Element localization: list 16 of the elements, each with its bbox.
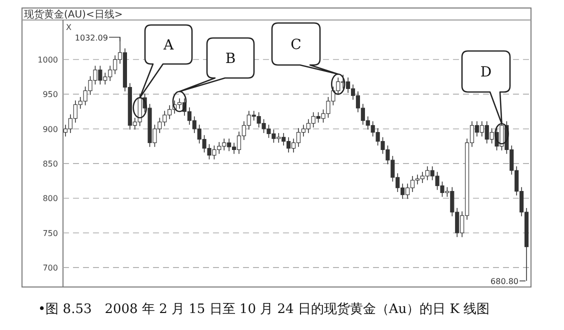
y-tick-label: 750 xyxy=(42,228,58,238)
y-axis-title: X xyxy=(66,23,72,32)
text: •图 8.53 2008 年 2 月 15 日至 10 月 24 日的现货黄金（Au）的日 K 线图 xyxy=(38,302,490,317)
y-tick-label: 950 xyxy=(42,90,58,100)
annotation: C xyxy=(290,37,302,53)
y-tick-label: 700 xyxy=(42,264,58,273)
y-tick-label: 850 xyxy=(42,160,58,169)
y-tick-label: 1000 xyxy=(38,56,58,65)
annotation: 1032.09 xyxy=(74,33,108,42)
annotation: 680.80 xyxy=(490,276,519,286)
annotation: A xyxy=(162,38,174,54)
annotation: D xyxy=(480,64,492,80)
annotation: B xyxy=(225,51,236,67)
y-tick-label: 800 xyxy=(42,194,58,204)
y-tick-label: 900 xyxy=(42,124,58,134)
chart-title: 现货黄金(AU)<日线> xyxy=(24,8,123,20)
